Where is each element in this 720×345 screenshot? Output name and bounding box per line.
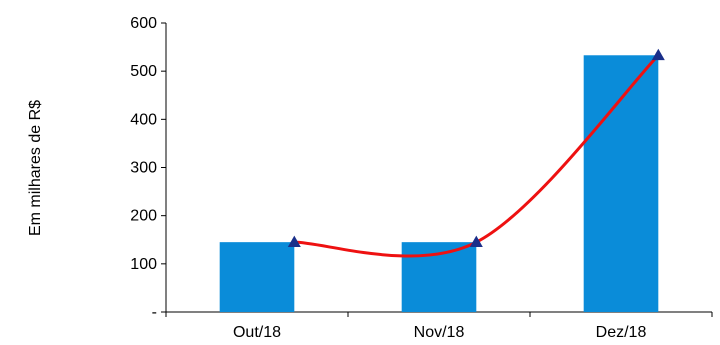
bars (219, 55, 659, 312)
x-tick-label: Out/18 (233, 324, 281, 341)
y-axis-title: Em milhares de R$ (27, 100, 44, 236)
line-point-marker (287, 235, 301, 248)
bar (219, 242, 295, 312)
x-tick-label: Dez/18 (596, 324, 647, 341)
markers (287, 48, 665, 248)
y-tick-label: 200 (130, 208, 157, 225)
x-ticks: Out/18 Nov/18 Dez/18 (165, 312, 713, 341)
bar (583, 55, 659, 312)
y-tick-label: - (152, 304, 157, 321)
x-tick-label: Nov/18 (414, 324, 465, 341)
y-tick-label: 300 (130, 160, 157, 177)
y-tick-label: 100 (130, 256, 157, 273)
y-tick-label: 400 (130, 111, 157, 128)
y-tick-label: 500 (130, 63, 157, 80)
trend-line (294, 54, 660, 258)
line-point-marker (651, 48, 665, 61)
y-tick-label: 600 (130, 15, 157, 32)
line-point-marker (469, 235, 483, 248)
y-ticks: - 100 200 300 400 500 600 (130, 15, 166, 321)
